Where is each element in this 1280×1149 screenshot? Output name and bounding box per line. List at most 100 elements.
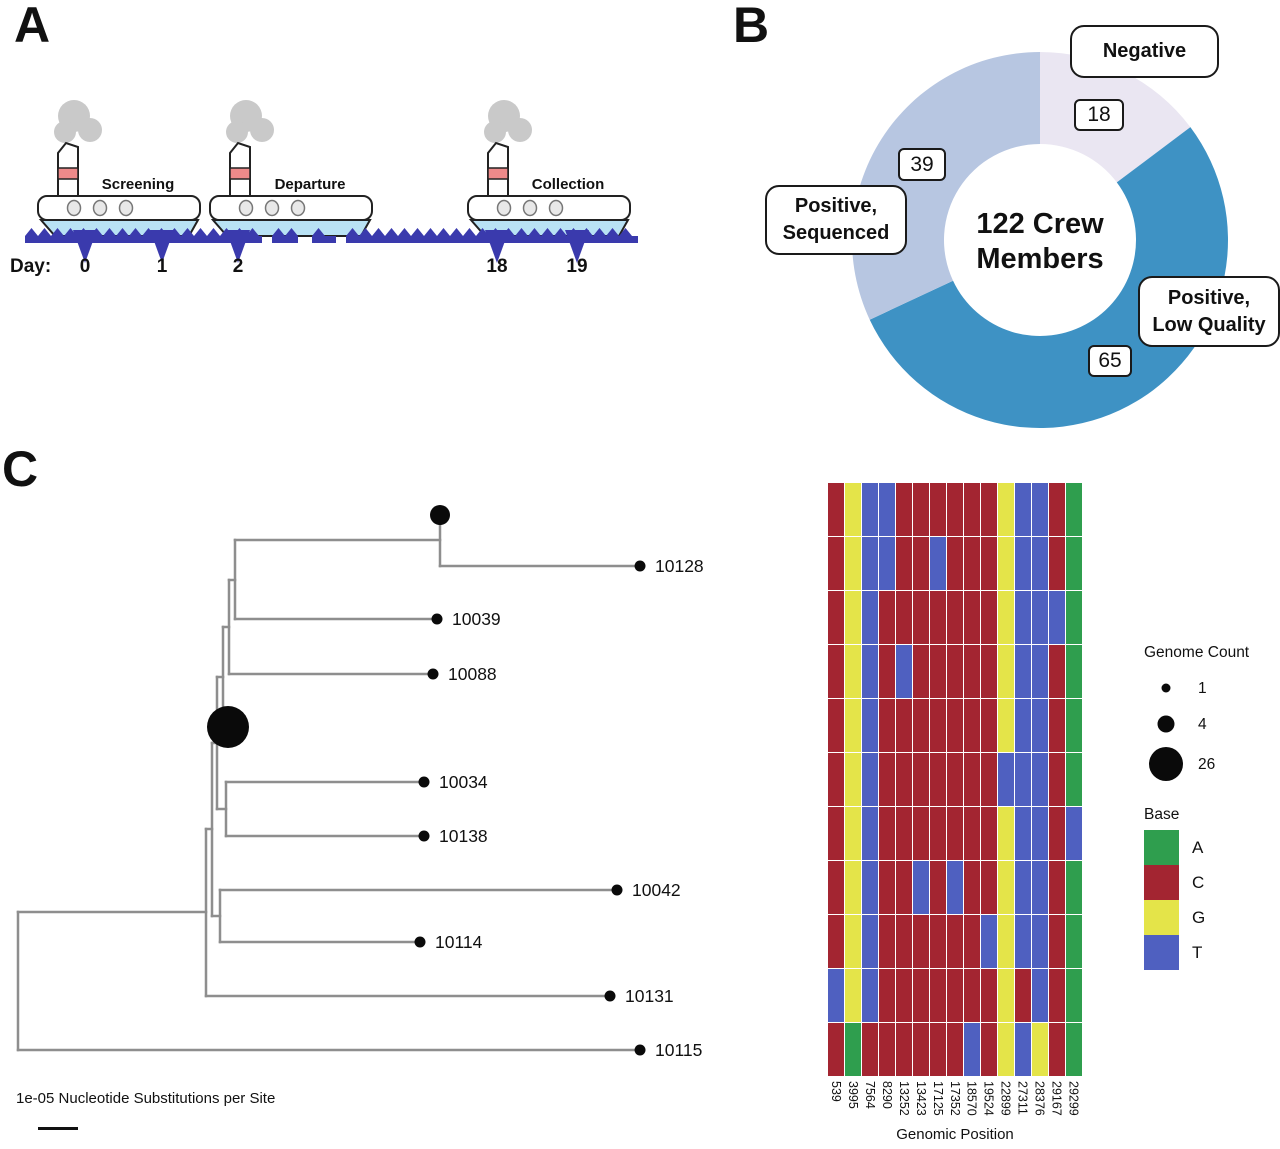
smoke-icon [508, 118, 532, 142]
heatmap-cell-10115-29167 [1049, 1023, 1065, 1076]
heatmap-cell-clade-4-genomes-19524 [981, 483, 997, 536]
heatmap-tick-label: 17125 [930, 1081, 945, 1116]
tree-tip-label: 10115 [655, 1040, 702, 1060]
heatmap-tick-label: 13423 [913, 1081, 928, 1116]
day-marker-triangle [73, 230, 97, 263]
tree-tip-dot [414, 936, 426, 948]
heatmap-cell-clade-26-genomes-28376 [1032, 699, 1048, 752]
heatmap-cell-10115-13423 [913, 1023, 929, 1076]
negative-label: Negative [1102, 40, 1187, 62]
tree-tip-label: 10039 [452, 609, 501, 629]
funnel-stripe [229, 167, 251, 180]
heatmap-cell-10039-8290 [879, 591, 895, 644]
heatmap-tick-label: 18570 [964, 1081, 979, 1116]
heatmap-tick-label: 7564 [863, 1081, 878, 1109]
genome-count-size-label: 4 [1198, 716, 1207, 733]
heatmap-tick-label: 19524 [981, 1081, 996, 1116]
heatmap-cell-10128-17125 [930, 537, 946, 590]
heatmap-cell-10034-17125 [930, 753, 946, 806]
heatmap-cell-10131-18570 [964, 969, 980, 1022]
heatmap-tick: 17125 [930, 1081, 946, 1116]
heatmap-cell-10114-7564 [862, 915, 878, 968]
heatmap-cell-10114-13423 [913, 915, 929, 968]
heatmap-cell-10114-22899 [998, 915, 1014, 968]
heatmap-cell-10131-28376 [1032, 969, 1048, 1022]
heatmap-tick: 27311 [1014, 1081, 1030, 1116]
heatmap-tick: 22899 [997, 1081, 1013, 1116]
ship-departure-label: Departure [274, 176, 346, 193]
heatmap-tick: 13423 [913, 1081, 929, 1116]
heatmap-cell-10088-13423 [913, 645, 929, 698]
heatmap-cell-10131-29167 [1049, 969, 1065, 1022]
day-2-label: 2 [232, 256, 244, 277]
heatmap-cell-10115-539 [828, 1023, 844, 1076]
heatmap-cell-clade-26-genomes-18570 [964, 699, 980, 752]
day-18-label: 18 [486, 256, 508, 277]
heatmap-cell-clade-26-genomes-7564 [862, 699, 878, 752]
heatmap-cell-10128-13252 [896, 537, 912, 590]
heatmap-cell-10034-7564 [862, 753, 878, 806]
heatmap-cell-10128-17352 [947, 537, 963, 590]
heatmap-cell-10138-22899 [998, 807, 1014, 860]
heatmap-cell-10115-7564 [862, 1023, 878, 1076]
heatmap-cell-clade-4-genomes-13252 [896, 483, 912, 536]
heatmap-cell-10115-22899 [998, 1023, 1014, 1076]
ship-collection-label: Collection [531, 176, 605, 193]
tree-tip-label: 10128 [655, 556, 704, 576]
genome-count-title: Genome Count [1144, 644, 1250, 661]
heatmap-cell-10128-539 [828, 537, 844, 590]
heatmap-cell-10039-539 [828, 591, 844, 644]
heatmap-cell-10042-19524 [981, 861, 997, 914]
heatmap-cell-10131-13252 [896, 969, 912, 1022]
heatmap-cell-10115-13252 [896, 1023, 912, 1076]
wave-band [312, 228, 336, 243]
heatmap-cell-10034-29167 [1049, 753, 1065, 806]
heatmap-tick: 3995 [845, 1081, 861, 1116]
heatmap-tick-label: 539 [829, 1081, 844, 1102]
ship-screening-label: Screening [101, 176, 175, 193]
tree-tip-dot [431, 613, 443, 625]
heatmap-cell-10039-13423 [913, 591, 929, 644]
heatmap-cell-10034-28376 [1032, 753, 1048, 806]
heatmap-cell-10042-17352 [947, 861, 963, 914]
heatmap-cell-10039-19524 [981, 591, 997, 644]
heatmap-cell-10128-8290 [879, 537, 895, 590]
heatmap-cell-10128-28376 [1032, 537, 1048, 590]
porthole-icon [238, 199, 254, 217]
tree-tip-label: 10114 [435, 932, 483, 952]
heatmap-cell-10138-3995 [845, 807, 861, 860]
heatmap-cell-10039-17352 [947, 591, 963, 644]
heatmap-tick-label: 29167 [1049, 1081, 1064, 1116]
heatmap-cell-10088-29167 [1049, 645, 1065, 698]
heatmap-cell-clade-4-genomes-29299 [1066, 483, 1082, 536]
sequenced-count-box: 39 [898, 148, 946, 181]
donut-center-text: 122 Crew Members [950, 207, 1130, 277]
heatmap-cell-10114-29167 [1049, 915, 1065, 968]
heatmap-cell-10131-27311 [1015, 969, 1031, 1022]
heatmap-tick: 13252 [896, 1081, 912, 1116]
heatmap-cell-10088-7564 [862, 645, 878, 698]
porthole-icon [496, 199, 512, 217]
ship-graphic [467, 100, 631, 237]
heatmap-cell-10115-3995 [845, 1023, 861, 1076]
base-swatch-C [1144, 865, 1179, 900]
tree-tip-label: 10088 [448, 664, 497, 684]
heatmap-tick-label: 8290 [880, 1081, 895, 1109]
heatmap-cell-10115-18570 [964, 1023, 980, 1076]
heatmap-cell-10138-17125 [930, 807, 946, 860]
heatmap-tick: 17352 [947, 1081, 963, 1116]
heatmap-cell-10088-29299 [1066, 645, 1082, 698]
heatmap-cell-clade-4-genomes-3995 [845, 483, 861, 536]
lowquality-label-box: Positive, Low Quality [1138, 276, 1280, 347]
heatmap-cell-clade-26-genomes-19524 [981, 699, 997, 752]
heatmap-cell-10042-3995 [845, 861, 861, 914]
heatmap-cell-10128-19524 [981, 537, 997, 590]
heatmap-cell-10042-13252 [896, 861, 912, 914]
heatmap-tick-label: 3995 [846, 1081, 861, 1109]
porthole-icon [290, 199, 306, 217]
heatmap-cell-10088-22899 [998, 645, 1014, 698]
heatmap-cell-10138-7564 [862, 807, 878, 860]
negative-label-box: Negative [1070, 25, 1219, 78]
heatmap-cell-10042-539 [828, 861, 844, 914]
base-letter-label: G [1192, 908, 1205, 927]
